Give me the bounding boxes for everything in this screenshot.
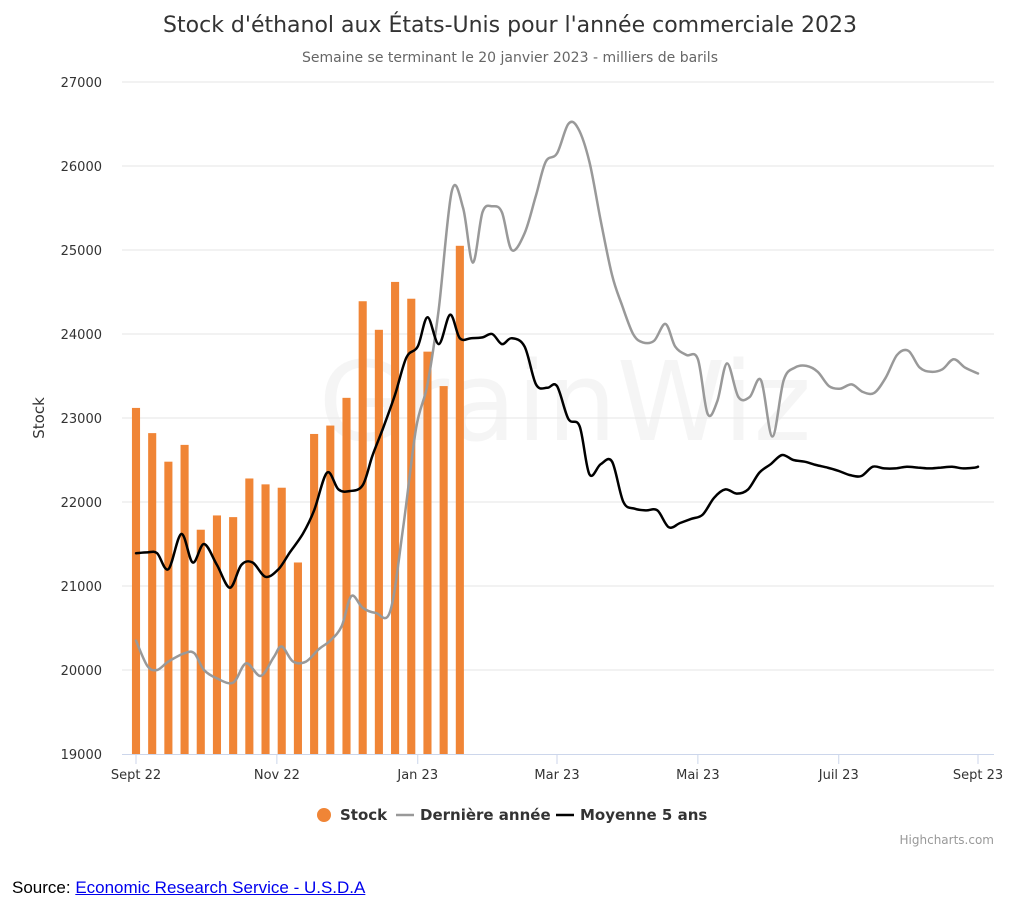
y-tick-label: 24000 — [61, 328, 102, 343]
legend: Stock Dernière année Moyenne 5 ans — [317, 806, 707, 824]
stock-bar[interactable] — [196, 529, 205, 754]
x-tick-label: Jan 23 — [396, 768, 438, 783]
legend-item[interactable]: Stock — [317, 806, 388, 824]
series-lines — [134, 120, 980, 685]
source-link[interactable]: Economic Research Service - U.S.D.A — [75, 878, 366, 897]
stock-bar[interactable] — [407, 298, 416, 754]
y-axis-title: Stock — [30, 397, 48, 439]
x-axis: Sept 22 Nov 22 Jan 23 Mar 23 Mai 23 Juil 23 Se… — [111, 754, 1003, 783]
legend-symbol — [317, 808, 331, 822]
stock-bar[interactable] — [342, 397, 351, 754]
y-tick-label: 20000 — [61, 664, 102, 679]
stock-bar[interactable] — [293, 562, 302, 754]
watermark: GrainWiz — [319, 338, 812, 466]
y-tick-label: 26000 — [61, 160, 102, 175]
chart-container: Stock d'éthanol aux États-Unis pour l'an… — [30, 12, 1003, 847]
stock-bar[interactable] — [374, 329, 383, 754]
y-tick-label: 27000 — [61, 76, 102, 91]
stock-bar[interactable] — [180, 444, 189, 754]
legend-label: Moyenne 5 ans — [580, 806, 707, 824]
stock-bar[interactable] — [310, 433, 319, 754]
stock-bar[interactable] — [423, 351, 432, 754]
source-line: Source: Economic Research Service - U.S.… — [12, 878, 365, 898]
stock-bar[interactable] — [358, 301, 367, 754]
chart-title: Stock d'éthanol aux États-Unis pour l'an… — [163, 12, 857, 38]
stock-bar[interactable] — [148, 433, 157, 754]
stock-bar[interactable] — [277, 487, 286, 754]
stock-bar[interactable] — [212, 515, 222, 754]
chart-svg: Stock d'éthanol aux États-Unis pour l'an… — [30, 12, 1003, 847]
watermark-logo: GrainWiz — [319, 338, 812, 466]
stock-bar[interactable] — [245, 478, 254, 754]
y-tick-label: 22000 — [61, 496, 102, 511]
x-tick-label: Nov 22 — [254, 768, 300, 783]
legend-item[interactable]: Dernière année — [396, 806, 551, 824]
y-axis: 19000 20000 21000 22000 23000 24000 25000 26000… — [61, 76, 102, 763]
x-tick-label: Sept 23 — [953, 768, 1003, 783]
y-tick-label: 23000 — [61, 412, 102, 427]
stock-bar[interactable] — [261, 484, 270, 754]
highcharts-credits[interactable]: Highcharts.com — [900, 833, 994, 847]
stock-bar[interactable] — [164, 461, 173, 754]
x-tick-label: Sept 22 — [111, 768, 161, 783]
source-prefix: Source: — [12, 878, 76, 897]
x-tick-label: Juil 23 — [818, 768, 859, 783]
legend-item[interactable]: Moyenne 5 ans — [556, 806, 707, 824]
series-line-2[interactable] — [134, 313, 980, 589]
stock-bar[interactable] — [131, 407, 141, 754]
x-tick-label: Mai 23 — [676, 768, 719, 783]
stock-bar[interactable] — [455, 245, 464, 755]
x-tick-label: Mar 23 — [534, 768, 579, 783]
y-tick-label: 25000 — [61, 244, 102, 259]
y-tick-label: 21000 — [61, 580, 102, 595]
legend-label: Stock — [340, 806, 388, 824]
stock-bar[interactable] — [229, 517, 238, 754]
series-line-1[interactable] — [134, 120, 980, 685]
legend-label: Dernière année — [420, 806, 551, 824]
y-tick-label: 19000 — [61, 748, 102, 763]
stock-bar[interactable] — [326, 425, 335, 754]
stock-bars — [131, 245, 464, 755]
stock-bar[interactable] — [439, 386, 448, 754]
stock-bar[interactable] — [391, 281, 400, 754]
chart-subtitle: Semaine se terminant le 20 janvier 2023 … — [302, 50, 718, 66]
